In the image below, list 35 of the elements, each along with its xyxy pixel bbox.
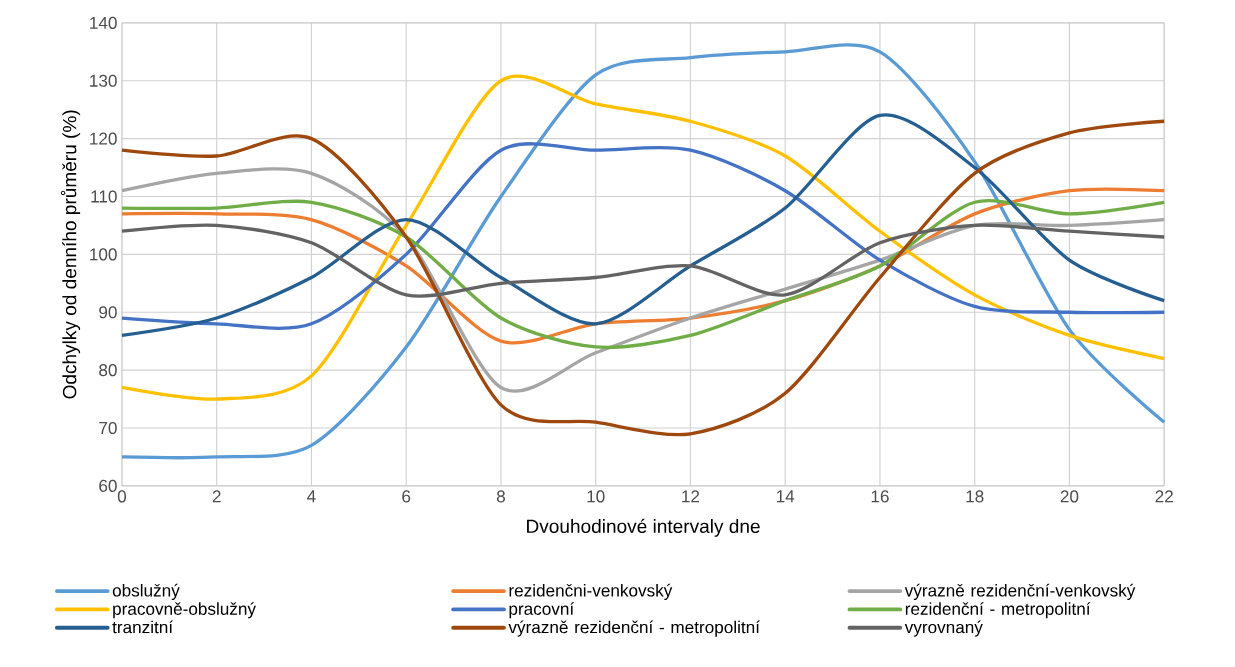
x-tick-label: 2 (212, 490, 221, 503)
x-tick-label: 18 (966, 490, 984, 503)
x-tick-label: 0 (117, 490, 127, 503)
legend-label: rezidenční - metropolitní (905, 602, 1091, 619)
line-series (120, 119, 1166, 437)
y-tick-label: 70 (99, 421, 117, 435)
legend-label: výrazně rezidenční-venkovský (904, 583, 1136, 601)
x-tick-label: 22 (1155, 490, 1173, 503)
x-axis-title: Dvouhodinové intervaly dne (527, 518, 760, 537)
legend-label: tranzitní (112, 620, 174, 634)
y-tick-label: 110 (91, 190, 117, 203)
legend-label: výrazně rezidenční - metropolitní (508, 620, 760, 637)
y-tick-label: 130 (90, 74, 117, 87)
line-series (120, 113, 1166, 338)
line-series (120, 223, 1166, 298)
x-tick-label: 4 (307, 490, 316, 503)
y-tick-label: 90 (99, 306, 117, 319)
x-tick-label: 16 (871, 490, 889, 503)
y-tick-label: 60 (99, 479, 117, 492)
y-tick-label: 140 (90, 16, 117, 29)
legend-label: rezidenčni-venkovský (509, 583, 673, 601)
x-tick-label: 12 (682, 490, 700, 503)
x-tick-label: 10 (587, 490, 605, 503)
x-tick-label: 14 (776, 490, 795, 503)
y-tick-label: 80 (99, 364, 117, 377)
legend-label: vyrovnaný (904, 620, 983, 637)
x-tick-label: 8 (496, 490, 505, 503)
legend-label: pracovně-obslužný (113, 602, 256, 619)
x-tick-label: 20 (1060, 490, 1079, 503)
x-tick-label: 6 (402, 490, 411, 503)
legend-label: pracovní (509, 602, 575, 619)
y-tick-label: 100 (90, 248, 117, 261)
legend-label: obslužný (112, 583, 180, 601)
y-tick-label: 120 (90, 132, 117, 145)
y-axis-title: Odchylky od denního průměru (%) (60, 110, 81, 399)
